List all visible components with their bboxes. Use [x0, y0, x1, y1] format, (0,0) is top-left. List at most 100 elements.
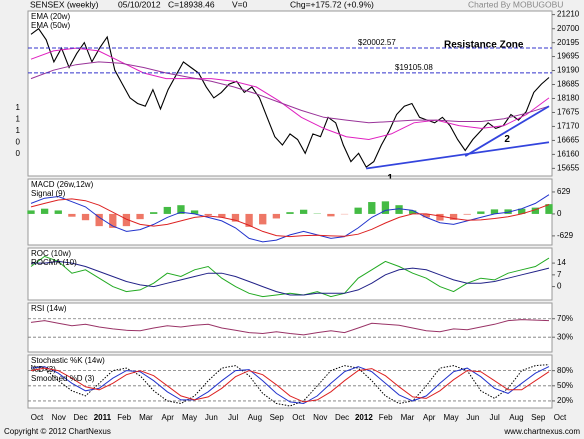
panel [27, 354, 553, 409]
y-tick-label: -629 [557, 231, 574, 240]
legend-entry: RSI (14w) [31, 304, 67, 313]
y-tick-label: 20195 [557, 38, 580, 47]
legend-entry: Signal (9) [31, 189, 66, 198]
histogram-bar [545, 204, 553, 214]
histogram-bar [504, 209, 512, 214]
series-line [30, 364, 550, 407]
header-date: 05/10/2012 [118, 0, 161, 9]
header-credit: Charted By MOBUGOBU [468, 0, 563, 9]
histogram-bar [150, 212, 158, 214]
series-line [30, 27, 550, 168]
trendline [464, 105, 550, 157]
series-line [30, 366, 550, 405]
x-tick-label: Apr [162, 413, 175, 422]
histogram-bar [163, 206, 171, 214]
annotation: Resistance Zone [444, 40, 524, 51]
x-tick-label: Sep [531, 413, 546, 422]
left-axis-fragment: 0 [16, 138, 21, 147]
y-tick-label: 19695 [557, 52, 580, 61]
histogram-bar [272, 213, 281, 219]
x-tick-label: Nov [313, 413, 327, 422]
x-tick-label: Feb [117, 413, 131, 422]
panel [27, 178, 553, 246]
histogram-bar [40, 208, 49, 214]
y-tick-label: 16665 [557, 136, 580, 145]
series-line [30, 47, 550, 141]
x-tick-label: Jul [490, 413, 500, 422]
histogram-bar [299, 209, 308, 214]
chart-title: SENSEX (weekly) [30, 0, 99, 9]
panel [27, 247, 553, 301]
histogram-bar [54, 210, 62, 214]
x-tick-label: Aug [509, 413, 523, 422]
left-axis-fragment: 1 [16, 126, 21, 135]
legend-entry: EMA (20w) [31, 12, 70, 21]
y-tick-label: 14 [557, 258, 566, 267]
y-tick-label: 15655 [557, 163, 580, 172]
histogram-bar [368, 202, 376, 214]
histogram-bar [449, 213, 458, 220]
series-line [30, 319, 550, 336]
histogram-bar [463, 213, 471, 215]
series-line [30, 198, 550, 238]
histogram-bar [436, 213, 444, 221]
left-axis-fragment: 1 [16, 115, 21, 124]
y-tick-label: 0 [557, 209, 562, 218]
histogram-bar [354, 207, 362, 214]
y-tick-label: 7 [557, 270, 562, 279]
histogram-bar [245, 213, 253, 227]
legend-entry: Stochastic %K (14w) [31, 356, 105, 365]
header-change: Chg=+175.72 (+0.9%) [290, 0, 374, 9]
trendline-label: 2 [504, 134, 510, 145]
histogram-bar [518, 208, 526, 214]
y-tick-label: 50% [557, 381, 573, 390]
legend-entry: EMA (50w) [31, 21, 70, 30]
series-line [30, 367, 550, 403]
y-tick-label: 17675 [557, 108, 580, 117]
x-tick-label: Apr [423, 413, 436, 422]
histogram-bar [81, 213, 90, 221]
panel [27, 10, 553, 177]
y-tick-label: 80% [557, 366, 573, 375]
left-axis-fragment: 0 [16, 149, 21, 158]
x-tick-label: Jun [205, 413, 218, 422]
x-tick-label: Mar [139, 413, 153, 422]
histogram-bar [218, 213, 226, 218]
histogram-bar [95, 213, 103, 227]
left-axis-fragment: 1 [16, 103, 21, 112]
histogram-bar [477, 211, 485, 214]
resistance-label: $19105.08 [395, 63, 433, 72]
x-tick-label: Nov [52, 413, 66, 422]
resistance-label: $20002.57 [358, 38, 396, 47]
y-tick-label: 70% [557, 314, 573, 323]
legend-entry: MACD (26w,12w) [31, 180, 94, 189]
y-tick-label: 629 [557, 187, 571, 196]
histogram-bar [327, 213, 335, 217]
trendline [366, 141, 550, 170]
x-tick-label: 2011 [94, 413, 112, 422]
footer-site: www.chartnexus.com [503, 427, 580, 436]
histogram-bar [409, 210, 417, 214]
series-line [30, 255, 550, 298]
y-tick-label: 18685 [557, 80, 580, 89]
y-tick-label: 18180 [557, 94, 580, 103]
x-tick-label: Dec [335, 413, 349, 422]
histogram-bar [259, 213, 267, 225]
x-tick-label: May [443, 413, 458, 422]
histogram-bar [204, 213, 212, 216]
histogram-bar [490, 209, 499, 214]
x-tick-label: Feb [379, 413, 393, 422]
histogram-bar [177, 205, 185, 214]
histogram-bar [286, 212, 294, 214]
y-tick-label: 0 [557, 282, 562, 291]
y-tick-label: 16160 [557, 150, 580, 159]
y-tick-label: 20% [557, 396, 573, 405]
y-tick-label: 30% [557, 332, 573, 341]
header-close: C=18938.46 [168, 0, 215, 9]
x-tick-label: Dec [73, 413, 87, 422]
series-line [30, 61, 550, 124]
x-tick-label: Oct [554, 413, 567, 422]
x-tick-label: Aug [248, 413, 262, 422]
histogram-bar [27, 210, 35, 214]
